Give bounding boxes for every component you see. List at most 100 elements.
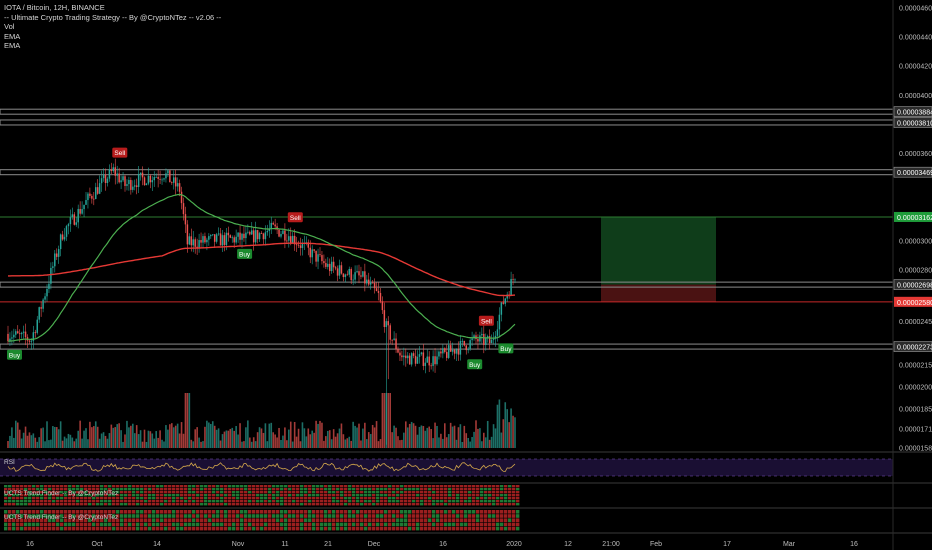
time-tick-label: Oct — [92, 541, 103, 548]
trend-cell — [508, 494, 512, 497]
trend-cell — [376, 518, 380, 522]
trend-cell — [344, 500, 348, 503]
trend-cell — [500, 497, 504, 500]
trend-cell — [40, 497, 44, 500]
trend-cell — [368, 500, 372, 503]
trend-cell — [80, 497, 84, 500]
trend-cell — [512, 503, 516, 506]
volume-bar — [325, 436, 327, 448]
trend-cell — [168, 488, 172, 491]
trend-cell — [268, 526, 272, 531]
trend-cell — [292, 510, 296, 514]
trend-cell — [136, 518, 140, 522]
trend-cell — [352, 514, 356, 518]
candle-body — [44, 296, 46, 300]
trend-cell — [440, 526, 444, 531]
trend-cell — [440, 514, 444, 518]
trend-cell — [352, 491, 356, 494]
trend-cell — [68, 514, 72, 518]
candle-body — [494, 335, 497, 339]
volume-bar — [38, 437, 40, 448]
trend-cell — [176, 491, 180, 494]
time-tick-label: 21 — [324, 541, 332, 548]
volume-bar — [149, 431, 152, 448]
candle-body — [471, 338, 473, 341]
trend-cell — [128, 518, 132, 522]
trend-cell — [56, 491, 60, 494]
trend-cell — [280, 503, 284, 506]
trend-cell — [300, 494, 304, 497]
trend-cell — [340, 518, 344, 522]
trend-cell — [20, 518, 24, 522]
trend-cell — [80, 500, 84, 503]
volume-bar — [178, 433, 181, 448]
trend-cell — [336, 497, 340, 500]
candle-body — [221, 235, 224, 246]
volume-bar — [321, 422, 323, 448]
trend-cell — [120, 503, 124, 506]
candle-body — [65, 226, 68, 237]
trend-cell — [8, 485, 12, 488]
rsi-pane-label: RSI — [4, 459, 15, 466]
trend-cell — [384, 526, 388, 531]
trend-cell — [16, 514, 20, 518]
volume-bar — [373, 427, 376, 448]
volume-bar — [301, 422, 304, 448]
trend-cell — [220, 510, 224, 514]
trend-cell — [344, 485, 348, 488]
trend-cell — [412, 510, 416, 514]
trend-cell — [200, 488, 204, 491]
trend-cell — [16, 488, 20, 491]
trend-cell — [84, 526, 88, 531]
trend-cell — [396, 500, 400, 503]
trend-cell — [112, 526, 116, 531]
candle-body — [81, 209, 83, 214]
trend-cell — [240, 494, 244, 497]
trend-cell — [348, 500, 352, 503]
trend-cell — [452, 526, 456, 531]
trend-cell — [376, 488, 380, 491]
trend-cell — [12, 518, 16, 522]
trend-cell — [484, 503, 488, 506]
trend-cell — [412, 488, 416, 491]
volume-bar — [221, 434, 224, 448]
volume-bar — [151, 433, 154, 448]
candle-body — [112, 167, 115, 172]
trend-cell — [420, 510, 424, 514]
trend-cell — [492, 522, 496, 527]
trend-cell — [180, 522, 184, 527]
trend-cell — [356, 503, 360, 506]
trend-cell — [472, 491, 476, 494]
trend-cell — [252, 488, 256, 491]
candle-body — [118, 173, 120, 183]
trend-cell — [232, 522, 236, 527]
trend-cell — [24, 500, 28, 503]
trend-cell — [508, 500, 512, 503]
trend-cell — [332, 488, 336, 491]
volume-bar — [42, 427, 44, 448]
volume-bar — [266, 441, 269, 448]
volume-bar — [387, 393, 390, 448]
volume-bar — [81, 438, 83, 448]
trend-cell — [484, 485, 488, 488]
volume-bar — [225, 430, 228, 448]
trend-cell — [512, 494, 516, 497]
trend-cell — [392, 503, 396, 506]
trend-cell — [8, 491, 12, 494]
trend-cell — [460, 500, 464, 503]
trend-cell — [60, 526, 64, 531]
trend-cell — [456, 526, 460, 531]
trend-cell — [516, 488, 520, 491]
volume-bar — [7, 441, 9, 448]
trend-cell — [412, 497, 416, 500]
candle-body — [416, 356, 419, 364]
candle-body — [426, 356, 428, 363]
trend-cell — [452, 491, 456, 494]
trend-cell — [108, 503, 112, 506]
trend-cell — [192, 503, 196, 506]
trend-cell — [516, 500, 520, 503]
volume-bar — [159, 430, 161, 448]
trend-cell — [152, 510, 156, 514]
